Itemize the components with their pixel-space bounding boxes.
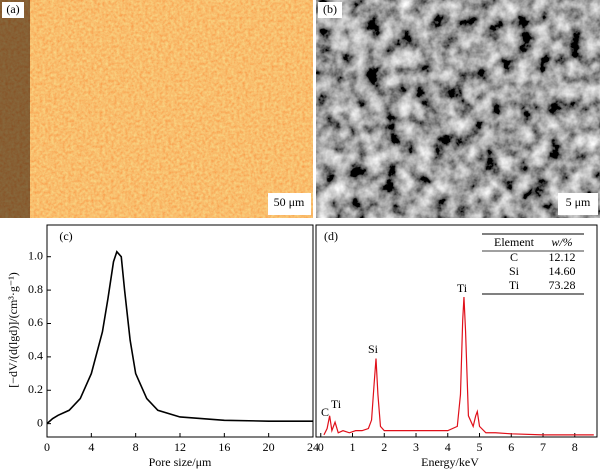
x-tick-label: 4 bbox=[445, 440, 451, 454]
x-tick-label: 7 bbox=[540, 440, 546, 454]
x-tick-label: 6 bbox=[508, 440, 514, 454]
table-cell: Si bbox=[509, 264, 520, 278]
table-header: Element bbox=[494, 235, 535, 249]
table-cell: 73.28 bbox=[549, 278, 576, 292]
table-header: w/% bbox=[551, 235, 572, 249]
scale-bar-label: 5 μm bbox=[566, 195, 591, 209]
label-box bbox=[2, 2, 24, 18]
data-line bbox=[46, 250, 313, 425]
y-tick-label: 0 bbox=[37, 415, 43, 429]
x-tick-label: 5 bbox=[477, 440, 483, 454]
annotation: C bbox=[321, 405, 329, 419]
x-tick-label: 8 bbox=[133, 440, 139, 454]
data-line bbox=[323, 297, 594, 436]
x-tick-label: 24 bbox=[307, 440, 319, 454]
panel-label: (b) bbox=[323, 2, 337, 16]
x-tick-label: 0 bbox=[44, 440, 50, 454]
x-tick-label: 0 bbox=[318, 440, 324, 454]
y-tick-label: 0.6 bbox=[28, 315, 43, 329]
label-box bbox=[318, 2, 342, 18]
x-axis-label: Pore size/μm bbox=[149, 455, 212, 469]
scale-box bbox=[268, 193, 311, 215]
x-tick-label: 4 bbox=[88, 440, 94, 454]
x-tick-label: 8 bbox=[572, 440, 578, 454]
panel-label: (a) bbox=[6, 2, 19, 16]
y-tick-label: 0.8 bbox=[28, 282, 43, 296]
x-tick-label: 16 bbox=[218, 440, 230, 454]
y-tick-label: 1.0 bbox=[28, 248, 43, 262]
y-tick-label: 0.2 bbox=[28, 382, 43, 396]
texture-a bbox=[0, 0, 313, 218]
annotation: Si bbox=[368, 342, 379, 356]
x-tick-label: 2 bbox=[381, 440, 387, 454]
annotation: Ti bbox=[457, 281, 468, 295]
y-axis-label: [−dV/(d(lgd)]/(cm³·g⁻¹) bbox=[6, 272, 20, 388]
scale-bar-label: 50 μm bbox=[274, 195, 305, 209]
y-tick-label: 0.4 bbox=[28, 349, 43, 363]
plot-frame bbox=[46, 224, 314, 438]
x-tick-label: 20 bbox=[263, 440, 275, 454]
table-cell: 14.60 bbox=[549, 264, 576, 278]
scale-box bbox=[558, 193, 598, 215]
plot-frame bbox=[315, 224, 598, 438]
edge-a bbox=[0, 0, 30, 218]
panel-label: (c) bbox=[59, 229, 72, 243]
texture-b bbox=[316, 0, 600, 218]
x-axis-label: Energy/keV bbox=[421, 455, 479, 469]
annotation: Ti bbox=[331, 397, 342, 411]
table-cell: Ti bbox=[509, 278, 520, 292]
x-tick-label: 3 bbox=[413, 440, 419, 454]
x-tick-label: 1 bbox=[350, 440, 356, 454]
table-cell: 12.12 bbox=[549, 250, 576, 264]
table-cell: C bbox=[510, 250, 518, 264]
x-tick-label: 12 bbox=[174, 440, 186, 454]
panel-label: (d) bbox=[324, 229, 338, 243]
